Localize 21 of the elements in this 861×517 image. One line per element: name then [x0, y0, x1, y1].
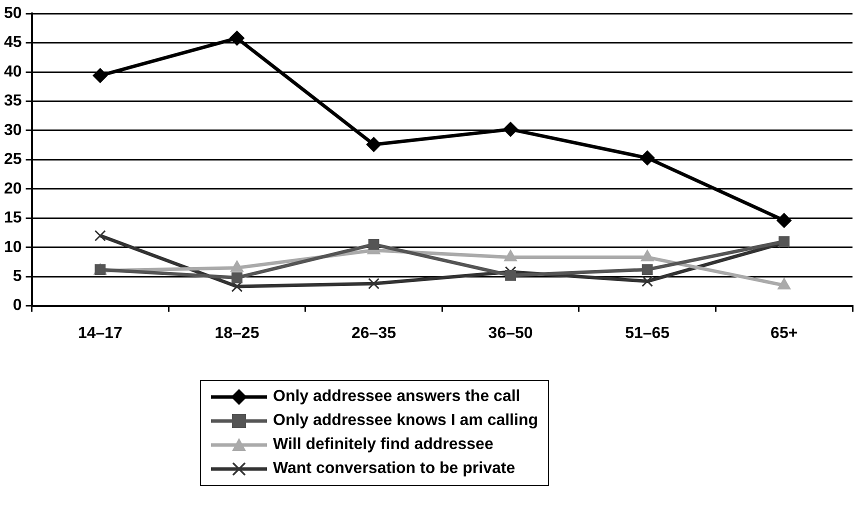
- y-tick-label: 20: [4, 180, 22, 198]
- y-tick-label: 40: [4, 63, 22, 80]
- legend-label: Will definitely find addressee: [273, 436, 494, 454]
- y-tick-label: 45: [4, 34, 22, 52]
- y-tick-label: 50: [4, 5, 22, 22]
- y-tick-label: 30: [4, 122, 22, 139]
- y-tick-label: 10: [4, 238, 22, 256]
- y-tick-label: 25: [4, 151, 22, 168]
- x-tick-label: 36–50: [488, 324, 533, 342]
- x-tick-label: 18–25: [214, 324, 260, 342]
- y-tick-label: 35: [4, 92, 22, 110]
- y-tick-label: 15: [4, 210, 22, 227]
- legend-label: Only addressee knows I am calling: [273, 412, 538, 430]
- x-tick-label: 14–17: [78, 324, 123, 342]
- y-tick-label: 5: [12, 268, 22, 285]
- x-tick-label: 26–35: [352, 324, 396, 342]
- y-tick-label: 0: [12, 297, 22, 314]
- legend-label: Want conversation to be private: [273, 460, 516, 478]
- x-tick-label: 65+: [770, 324, 798, 342]
- legend-label: Only addressee answers the call: [273, 388, 520, 406]
- x-tick-label: 51–65: [625, 324, 670, 342]
